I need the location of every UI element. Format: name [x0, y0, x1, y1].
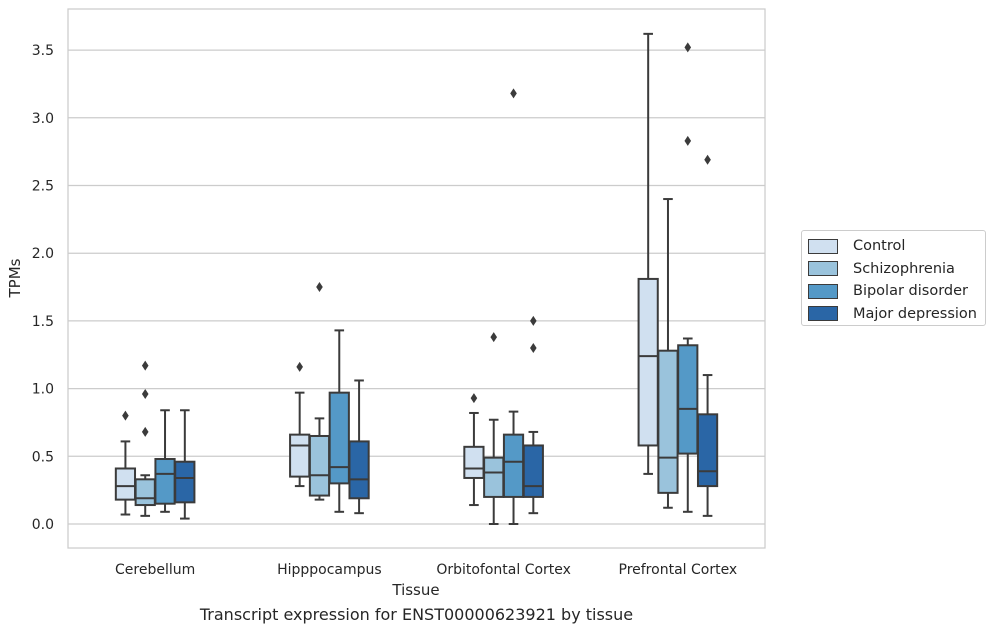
box-iqr — [114, 467, 137, 501]
outlier-point — [510, 88, 517, 99]
box-iqr — [677, 344, 699, 455]
x-axis-label: Tissue — [391, 581, 439, 599]
box-hipppocampus-control — [289, 361, 311, 488]
outlier-point — [296, 361, 303, 372]
outlier-point — [530, 315, 537, 326]
box-orbitofontal-cortex-control — [463, 393, 485, 507]
legend-item-major-depression: Major depression — [808, 303, 979, 326]
box-hipppocampus-major-depression — [348, 379, 370, 515]
outlier-point — [122, 410, 129, 421]
box-hipppocampus-schizophrenia — [308, 282, 331, 501]
box-iqr — [483, 456, 505, 498]
legend: Control Schizophrenia Bipolar disorder M… — [801, 230, 986, 326]
x-tick-labels: Cerebellum Hipppocampus Orbitofontal Corte… — [115, 562, 737, 578]
x-tick-label-hipppocampus: Hipppocampus — [277, 562, 382, 578]
x-tick-label-cerebellum: Cerebellum — [115, 562, 195, 578]
y-tick-label: 0.0 — [32, 517, 54, 533]
y-tick-label: 2.0 — [32, 246, 54, 262]
box-prefrontal-cortex-schizophrenia — [657, 198, 679, 509]
box-iqr — [637, 277, 659, 447]
outlier-point — [470, 393, 478, 404]
y-tick-label: 2.5 — [32, 179, 54, 195]
y-tick-label: 0.5 — [32, 449, 54, 465]
box-cerebellum-schizophrenia — [134, 360, 156, 517]
legend-swatch-schizophrenia — [808, 261, 838, 277]
x-tick-label-prefrontal-cortex: Prefrontal Cortex — [619, 562, 738, 578]
box-cerebellum-control — [114, 410, 137, 516]
box-iqr — [328, 391, 350, 485]
outlier-point — [684, 42, 692, 53]
box-iqr — [463, 445, 485, 479]
outlier-point — [316, 282, 323, 293]
box-cerebellum-major-depression — [174, 409, 196, 520]
box-orbitofontal-cortex-bipolar-disorder — [502, 88, 525, 525]
box-orbitofontal-cortex-schizophrenia — [483, 332, 505, 525]
box-cerebellum-bipolar-disorder — [154, 409, 176, 513]
box-hipppocampus-bipolar-disorder — [328, 329, 350, 513]
plot-frame — [67, 8, 766, 549]
box-prefrontal-cortex-bipolar-disorder — [677, 42, 699, 513]
outlier-point — [490, 332, 498, 343]
y-tick-label: 3.0 — [32, 111, 54, 127]
box-iqr — [308, 434, 331, 497]
box-iqr — [522, 444, 544, 498]
legend-item-bipolar-disorder: Bipolar disorder — [808, 280, 979, 303]
box-prefrontal-cortex-major-depression — [696, 154, 719, 517]
x-tick-label-orbitofontal-cortex: Orbitofontal Cortex — [436, 562, 571, 578]
legend-label-major-depression: Major depression — [853, 305, 977, 322]
y-tick-label: 1.0 — [32, 382, 54, 398]
box-iqr — [696, 413, 719, 488]
box-iqr — [502, 433, 525, 498]
legend-item-schizophrenia: Schizophrenia — [808, 258, 979, 281]
legend-item-control: Control — [808, 235, 979, 258]
box-plots — [114, 32, 719, 525]
box-iqr — [657, 349, 679, 494]
legend-label-schizophrenia: Schizophrenia — [853, 260, 955, 277]
outlier-point — [141, 426, 149, 437]
outlier-point — [530, 342, 537, 353]
y-axis-label: TPMs — [6, 258, 24, 298]
y-tick-labels: 0.0 0.5 1.0 1.5 2.0 2.5 3.0 3.5 — [32, 43, 54, 533]
legend-label-control: Control — [853, 238, 906, 255]
box-iqr — [174, 460, 196, 504]
box-prefrontal-cortex-control — [637, 32, 659, 475]
legend-swatch-bipolar-disorder — [808, 283, 838, 299]
legend-swatch-control — [808, 238, 838, 254]
legend-swatch-major-depression — [808, 306, 838, 322]
outlier-point — [141, 360, 149, 371]
box-iqr — [154, 458, 176, 505]
legend-label-bipolar-disorder: Bipolar disorder — [853, 283, 968, 300]
box-iqr — [348, 440, 370, 500]
box-iqr — [289, 433, 311, 478]
outlier-point — [141, 389, 149, 400]
y-tick-label: 3.5 — [32, 43, 54, 59]
y-tick-label: 1.5 — [32, 314, 54, 330]
outlier-point — [704, 154, 711, 165]
box-iqr — [134, 478, 156, 507]
outlier-point — [684, 135, 692, 146]
box-orbitofontal-cortex-major-depression — [522, 315, 544, 515]
chart-caption: Transcript expression for ENST0000062392… — [199, 605, 634, 624]
